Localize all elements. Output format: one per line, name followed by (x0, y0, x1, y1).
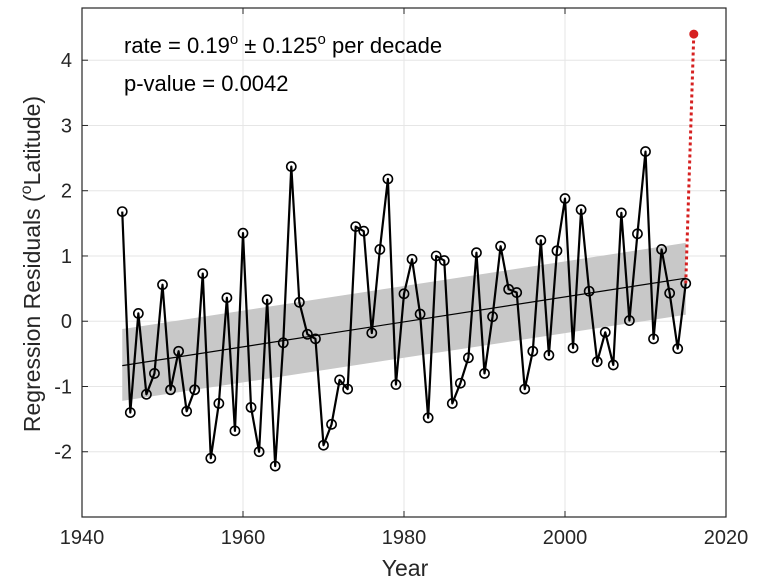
highlight-dotted-line (684, 34, 696, 284)
data-point (495, 240, 506, 252)
y-tick-label: 2 (61, 181, 72, 203)
data-point (511, 287, 523, 298)
rate-annotation: rate = 0.19o ± 0.125o per decade (124, 31, 442, 58)
data-point (551, 245, 563, 257)
x-tick-label: 1940 (60, 527, 105, 549)
data-point (624, 315, 635, 326)
data-point (253, 446, 265, 458)
data-point (398, 288, 410, 300)
data-point (527, 345, 539, 357)
data-point (487, 311, 498, 323)
data-point (181, 405, 193, 417)
data-point (640, 146, 651, 157)
data-point (414, 308, 426, 320)
data-point (672, 343, 684, 355)
data-point (269, 460, 281, 472)
data-point (245, 401, 257, 413)
x-tick-label: 1960 (221, 527, 266, 549)
data-point (157, 279, 168, 291)
data-point (664, 287, 676, 299)
data-point (382, 173, 394, 185)
data-point (567, 342, 579, 354)
data-point (479, 368, 490, 379)
x-tick-label: 2000 (543, 527, 588, 549)
data-point (140, 388, 152, 400)
data-point (326, 418, 337, 430)
data-point (116, 206, 128, 217)
data-point (575, 204, 587, 216)
data-point (591, 356, 603, 368)
data-point (237, 227, 249, 239)
data-point (229, 425, 241, 437)
data-point (205, 452, 217, 464)
data-point (149, 368, 160, 379)
trend-line (122, 277, 686, 367)
y-tick-label: 0 (61, 311, 72, 333)
data-point (615, 207, 627, 219)
residuals-markers (116, 146, 692, 472)
data-point (519, 383, 531, 395)
data-point (406, 253, 418, 265)
data-point (173, 345, 184, 357)
data-point (350, 221, 362, 233)
data-point (446, 398, 458, 409)
data-point (583, 285, 595, 297)
y-tick-label: 3 (61, 115, 72, 137)
y-tick-label: 1 (61, 246, 72, 268)
data-point (366, 327, 378, 339)
data-point (656, 244, 667, 255)
data-point (438, 255, 450, 266)
data-point (680, 277, 692, 289)
data-point (358, 225, 370, 237)
data-point (165, 384, 176, 396)
data-point (535, 234, 547, 246)
data-point (310, 333, 321, 345)
y-tick-label: -2 (54, 442, 72, 464)
data-point (124, 407, 136, 418)
data-point (543, 349, 555, 361)
data-point (301, 328, 313, 340)
data-point (454, 377, 466, 389)
data-point (261, 294, 273, 306)
data-point (607, 359, 619, 371)
data-point (390, 379, 402, 390)
data-point (462, 352, 474, 364)
data-point (559, 193, 571, 204)
y-tick-label: -1 (54, 376, 72, 398)
data-point (277, 337, 289, 349)
data-point (285, 161, 297, 172)
data-point (599, 326, 611, 338)
data-point (430, 250, 442, 262)
data-point (213, 398, 225, 409)
data-point (374, 244, 386, 255)
data-point (422, 412, 434, 424)
data-point (189, 384, 201, 396)
data-point (334, 374, 345, 386)
x-axis-label: Year (382, 555, 429, 580)
x-tick-label: 1980 (382, 527, 427, 549)
y-tick-label: 4 (61, 50, 72, 72)
data-point (471, 247, 482, 259)
x-tick-label: 2020 (704, 527, 749, 549)
data-point (632, 228, 643, 240)
y-axis-label: Regression Residuals (oLatitude) (18, 96, 45, 432)
data-point (132, 307, 144, 319)
data-point (648, 333, 659, 345)
ticks: 1940 1960 1980 2000 2020 -2 -1 0 1 2 3 4 (54, 8, 748, 549)
highlight-point (689, 29, 699, 39)
data-point (342, 383, 354, 395)
data-point (293, 296, 305, 308)
data-point (197, 268, 209, 279)
pvalue-annotation: p-value = 0.0042 (124, 71, 289, 96)
residuals-line (121, 150, 687, 468)
data-point (318, 439, 329, 451)
data-point (221, 292, 233, 304)
